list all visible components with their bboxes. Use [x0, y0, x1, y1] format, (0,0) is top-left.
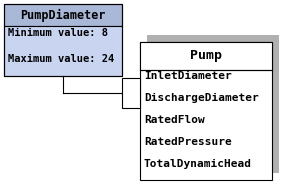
FancyBboxPatch shape [4, 26, 122, 76]
Text: TotalDynamicHead: TotalDynamicHead [144, 159, 252, 169]
Text: InletDiameter: InletDiameter [144, 71, 232, 81]
Text: PumpDiameter: PumpDiameter [20, 9, 106, 21]
FancyBboxPatch shape [147, 35, 279, 173]
Text: Maximum value: 24: Maximum value: 24 [8, 53, 114, 63]
Text: Minimum value: 8: Minimum value: 8 [8, 28, 108, 38]
FancyBboxPatch shape [140, 42, 272, 180]
Text: Pump: Pump [190, 50, 222, 63]
FancyBboxPatch shape [122, 78, 140, 108]
FancyBboxPatch shape [140, 42, 272, 70]
Text: DischargeDiameter: DischargeDiameter [144, 93, 259, 103]
Text: RatedFlow: RatedFlow [144, 115, 205, 125]
FancyBboxPatch shape [4, 4, 122, 26]
Text: RatedPressure: RatedPressure [144, 137, 232, 147]
